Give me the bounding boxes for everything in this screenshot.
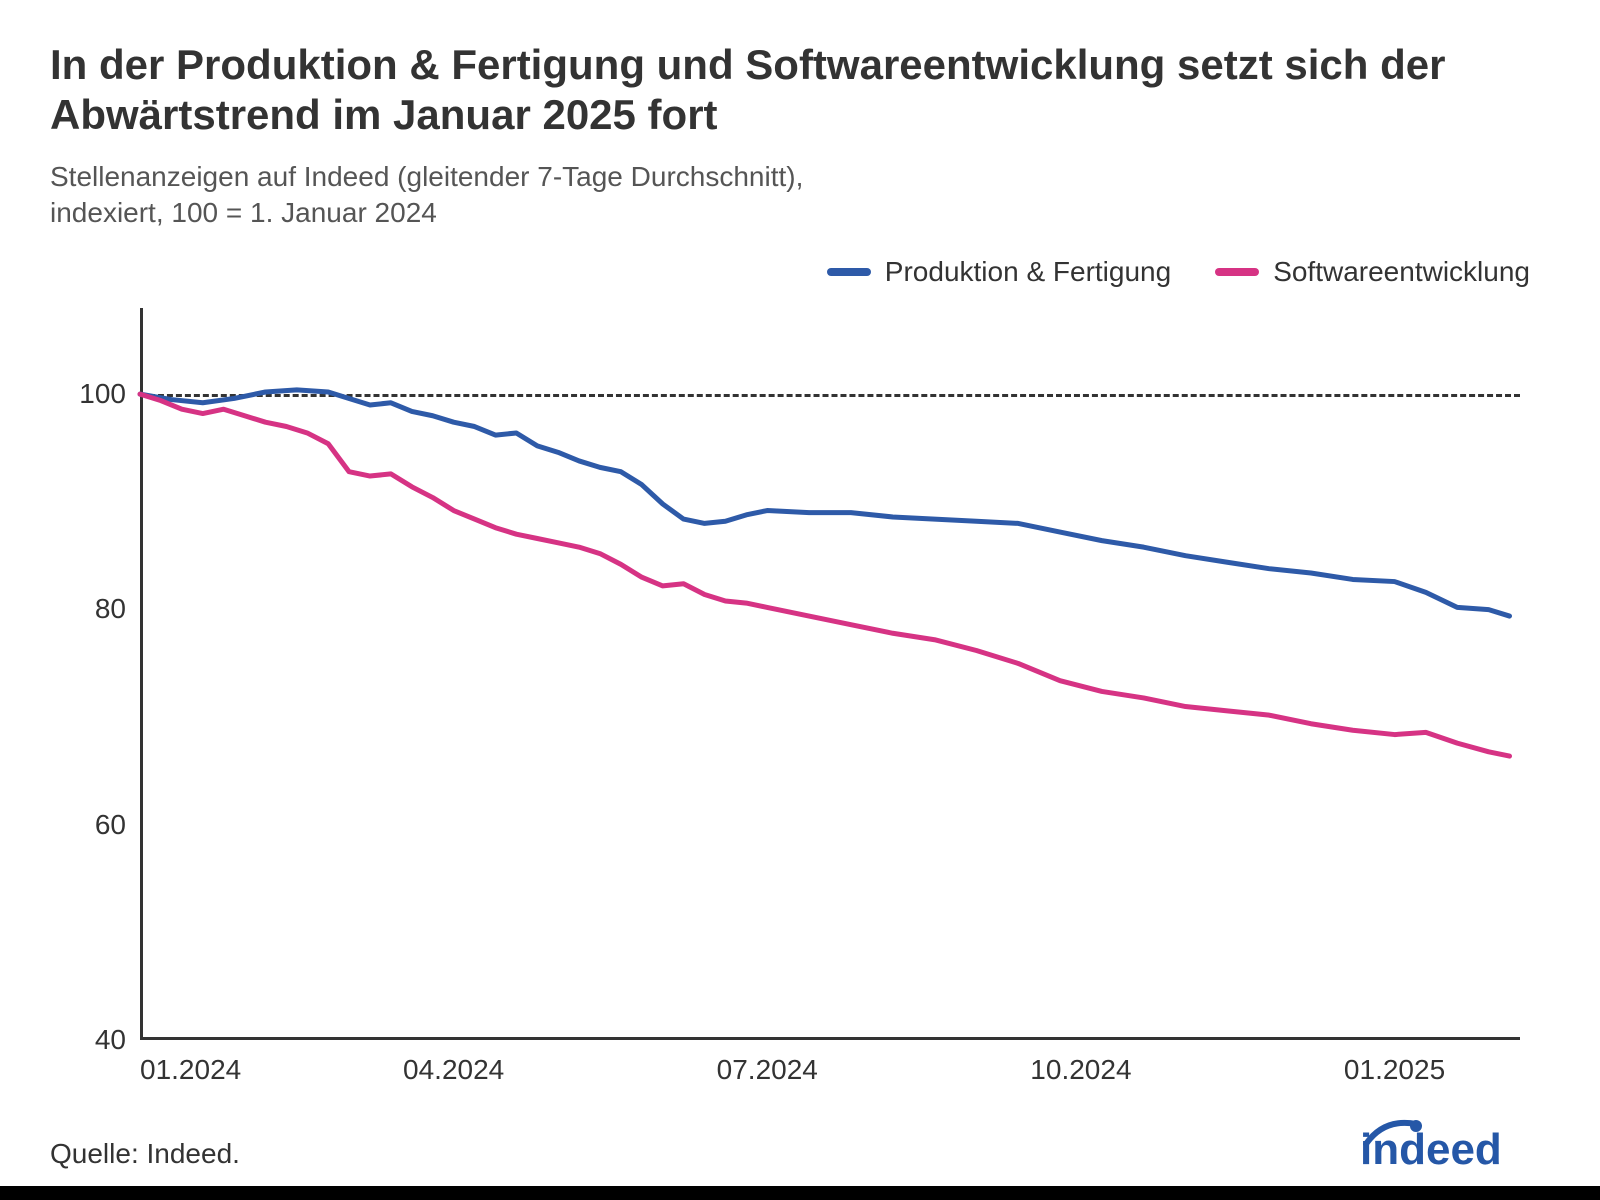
x-tick-label: 04.2024 [403,1054,504,1086]
bottom-bar [0,1186,1600,1200]
y-tick-label: 60 [95,809,126,841]
x-tick-label: 10.2024 [1030,1054,1131,1086]
legend-swatch-produktion [827,268,871,276]
x-tick-label: 01.2025 [1344,1054,1445,1086]
chart-frame: In der Produktion & Fertigung und Softwa… [0,0,1600,1200]
legend-item-produktion: Produktion & Fertigung [827,256,1171,288]
chart-footer: Quelle: Indeed. indeed [50,1114,1550,1170]
legend-label-software: Softwareentwicklung [1273,256,1530,288]
source-text: Quelle: Indeed. [50,1138,240,1170]
plot-box: 40608010001.202404.202407.202410.202401.… [140,308,1520,1040]
chart-legend: Produktion & Fertigung Softwareentwicklu… [50,256,1550,288]
indeed-logo: indeed [1360,1114,1550,1170]
chart-title: In der Produktion & Fertigung und Softwa… [50,40,1550,141]
x-tick-label: 07.2024 [717,1054,818,1086]
svg-text:indeed: indeed [1360,1125,1502,1170]
y-tick-label: 100 [79,378,126,410]
series-line-0 [140,389,1510,615]
chart-subtitle: Stellenanzeigen auf Indeed (gleitender 7… [50,159,1550,232]
legend-item-software: Softwareentwicklung [1215,256,1530,288]
chart-area: 40 60 80 100 01.2024 04.2024 07.2024 10.2024 01.… [70,298,1530,1096]
y-tick-label: 40 [95,1024,126,1056]
y-tick-label: 80 [95,593,126,625]
legend-label-produktion: Produktion & Fertigung [885,256,1171,288]
x-tick-label: 01.2024 [140,1054,241,1086]
indeed-logo-svg: indeed [1360,1114,1550,1170]
legend-swatch-software [1215,268,1259,276]
series-svg [140,308,1520,1040]
series-line-1 [140,394,1510,756]
